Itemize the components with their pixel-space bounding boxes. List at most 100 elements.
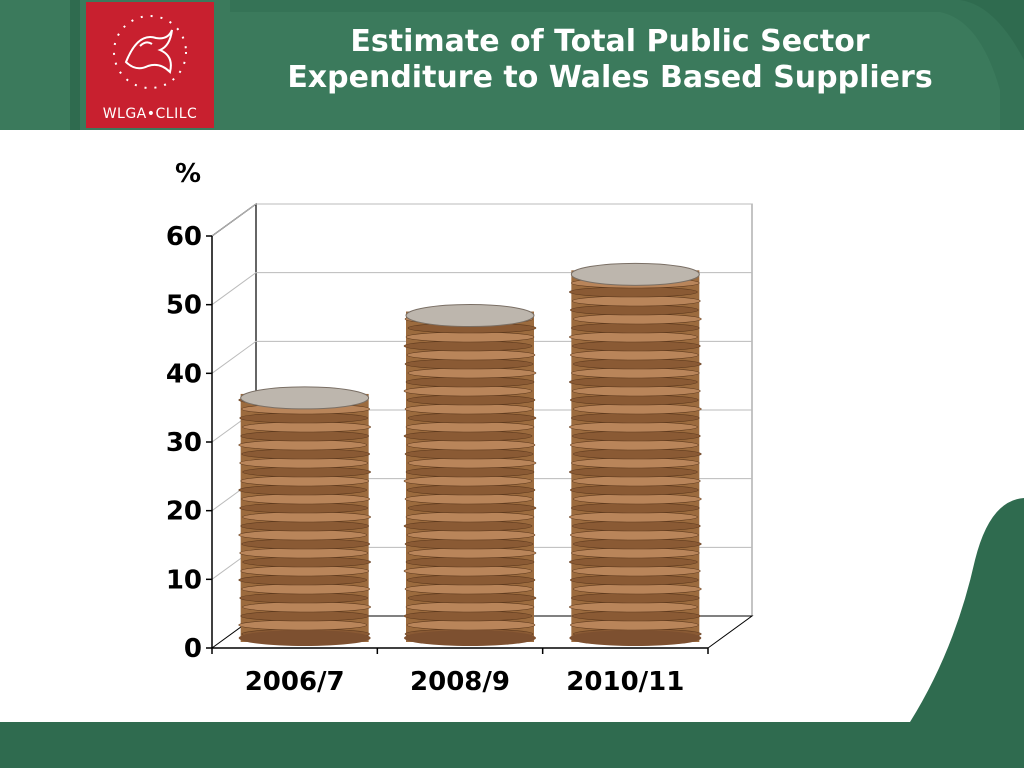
coin-edge	[403, 610, 533, 622]
coin-edge	[571, 502, 700, 514]
y-axis-ticks: 0 10 20 30 40 50 60	[166, 222, 213, 664]
coin-edge	[240, 565, 369, 577]
coin-edge	[241, 538, 370, 550]
coin-edge	[403, 565, 533, 577]
coin-bottom	[238, 630, 371, 646]
coin-edge	[406, 619, 536, 631]
coin-edge	[573, 358, 702, 370]
coin-edge	[571, 457, 700, 469]
coin-edge	[404, 493, 534, 505]
coin-edge	[404, 403, 534, 415]
coin-edge	[405, 601, 535, 613]
coin-edge	[239, 412, 368, 424]
coin-edge	[404, 538, 534, 550]
coin-edge	[572, 475, 701, 487]
coin-edge	[241, 583, 370, 595]
coin-edge	[403, 475, 533, 487]
coin-edge	[242, 421, 371, 433]
coin-edge	[239, 592, 368, 604]
coin-edge	[571, 322, 700, 334]
coin-edge	[572, 340, 701, 352]
y-tick-label: 60	[166, 222, 202, 252]
coin-edge	[406, 349, 536, 361]
coin-edge	[239, 502, 368, 514]
coin-edge	[240, 475, 369, 487]
coin-edge	[405, 376, 535, 388]
coin-edge	[407, 547, 537, 559]
coin-edge	[407, 367, 537, 379]
coin-edge	[569, 601, 698, 613]
coin-bottom	[404, 630, 536, 646]
coin-edge	[406, 394, 536, 406]
coin-edge	[241, 448, 370, 460]
coin-edge	[569, 511, 698, 523]
x-tick-label: 2006/7	[245, 667, 345, 697]
y-tick-label: 50	[166, 291, 202, 321]
coin-edge	[570, 439, 699, 451]
coin-edge	[404, 358, 534, 370]
y-axis-label: %	[175, 159, 201, 189]
coin-edge	[238, 529, 367, 541]
y-tick-label: 20	[166, 497, 202, 527]
coin-edge	[242, 556, 371, 568]
coin-edge	[406, 439, 536, 451]
coin-edge	[239, 547, 368, 559]
coin-edge	[569, 286, 698, 298]
coin-edge	[570, 484, 699, 496]
coin-edge	[407, 457, 537, 469]
coin-bottom	[569, 630, 702, 646]
coin-edge	[239, 457, 368, 469]
coin-edge	[242, 601, 371, 613]
coin-edge	[573, 403, 702, 415]
y-tick-label: 30	[166, 428, 202, 458]
coin-edge	[406, 574, 536, 586]
bars	[238, 262, 702, 646]
coin-edge	[572, 520, 701, 532]
slide-header: WLGA•CLILC Estimate of Total Public Sect…	[0, 0, 1024, 130]
y-tick-label: 10	[166, 565, 202, 595]
coin-edge	[238, 484, 367, 496]
coin-edge	[242, 511, 371, 523]
bar-coin-stack	[403, 304, 537, 646]
gridline	[211, 203, 752, 237]
coin-edge	[570, 304, 699, 316]
coin-edge	[405, 421, 535, 433]
coin-edge	[403, 340, 533, 352]
coin-edge	[405, 466, 535, 478]
coin-edge	[571, 412, 700, 424]
coin-edge	[406, 484, 536, 496]
coin-edge	[405, 511, 535, 523]
coin-edge	[403, 385, 533, 397]
coin-edge	[572, 295, 701, 307]
y-tick-label: 40	[166, 359, 202, 389]
coin-edge	[240, 520, 369, 532]
coin-edge	[572, 610, 701, 622]
coin-edge	[404, 448, 534, 460]
y-tick-label: 0	[184, 634, 202, 664]
bar-coin-stack	[569, 262, 702, 646]
coin-edge	[240, 430, 369, 442]
coin-edge	[569, 466, 698, 478]
logo-text: WLGA•CLILC	[102, 106, 198, 122]
wlga-logo: WLGA•CLILC	[86, 2, 214, 128]
coin-edge	[570, 574, 699, 586]
coin-edge	[570, 619, 699, 631]
coin-edge	[569, 556, 698, 568]
coin-edge	[238, 619, 367, 631]
coin-edge	[573, 313, 702, 325]
bar-chart: % 0 10 20 30 40 50 60 2006/7 2008/9 2010/11	[166, 159, 754, 697]
coin-edge	[238, 574, 367, 586]
coin-edge	[571, 592, 700, 604]
slide-footer	[0, 722, 1024, 768]
coin-edge	[571, 547, 700, 559]
x-tick-label: 2010/11	[566, 667, 684, 697]
slide-title: Estimate of Total Public Sector Expendit…	[250, 24, 970, 96]
coin-edge	[573, 493, 702, 505]
coin-edge	[569, 376, 698, 388]
coin-edge	[571, 367, 700, 379]
x-tick-label: 2008/9	[410, 667, 510, 697]
title-line-2: Expenditure to Wales Based Suppliers	[287, 60, 933, 95]
coin-top	[240, 386, 370, 410]
coin-top	[570, 262, 700, 286]
coin-edge	[569, 421, 698, 433]
